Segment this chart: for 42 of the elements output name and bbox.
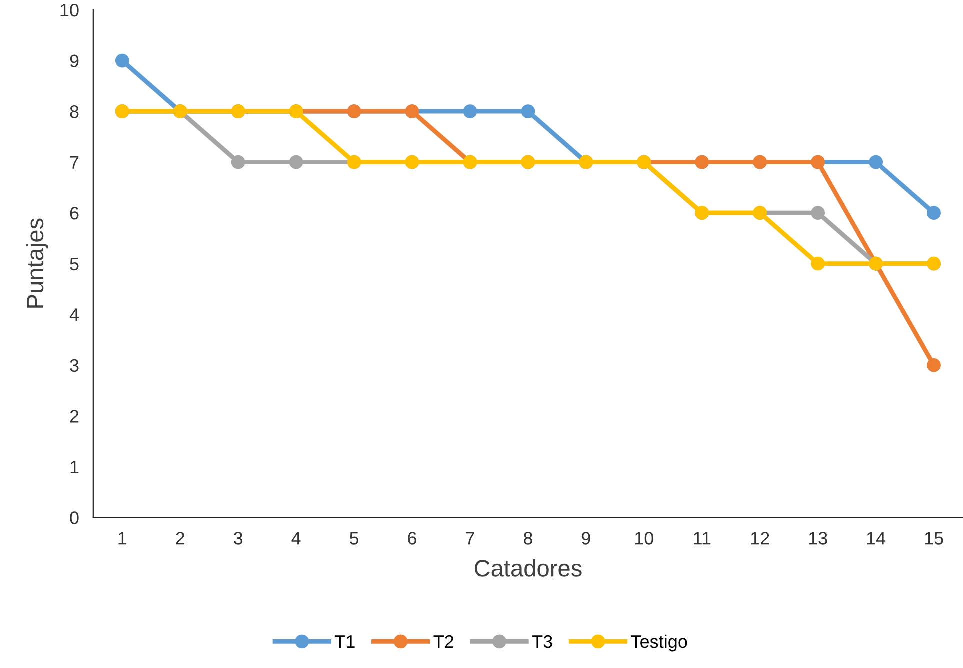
y-tick-label: 9 — [70, 54, 79, 68]
x-tick-label: 5 — [350, 532, 359, 545]
x-tick-label: 11 — [694, 532, 711, 545]
x-tick-label: 1 — [118, 532, 127, 545]
x-tick-label: 15 — [925, 532, 944, 545]
point — [115, 54, 130, 68]
x-tick-label: 2 — [176, 532, 184, 545]
point — [927, 358, 941, 372]
legend-label: T2 — [434, 635, 454, 648]
point — [521, 104, 536, 118]
y-tick-label: 6 — [70, 207, 79, 220]
y-tick-label: 4 — [70, 308, 79, 322]
x-tick-label: 8 — [524, 532, 532, 545]
x-tick-label: 13 — [809, 532, 828, 545]
point — [927, 206, 941, 220]
y-axis-title: Puntajes — [26, 218, 48, 308]
y-tick-label: 8 — [70, 105, 79, 118]
x-tick-label: 4 — [292, 532, 301, 545]
y-tick-label: 5 — [70, 258, 79, 271]
x-tick-label: 10 — [635, 532, 654, 545]
point — [811, 206, 826, 220]
y-tick-label: 10 — [60, 4, 79, 17]
x-tick-label: 3 — [234, 532, 243, 545]
point — [289, 155, 304, 170]
x-tick-label: 7 — [466, 532, 474, 545]
y-tick-label: 3 — [70, 359, 79, 372]
point — [811, 256, 826, 271]
point — [231, 155, 246, 170]
x-tick-label: 6 — [408, 532, 416, 545]
x-axis-title: Catadores — [474, 560, 582, 577]
point — [869, 155, 883, 170]
y-tick-label: 0 — [70, 512, 79, 524]
x-tick-label: 14 — [867, 532, 886, 545]
y-tick-label: 7 — [70, 156, 79, 169]
legend-label: Testigo — [631, 634, 688, 652]
y-tick-label: 2 — [70, 410, 79, 423]
legend-label: T1 — [335, 636, 355, 648]
x-tick-label: 12 — [751, 532, 770, 545]
y-tick-label: 1 — [70, 461, 79, 474]
x-tick-label: 9 — [582, 532, 590, 545]
legend-label: T3 — [532, 635, 552, 648]
point — [463, 104, 478, 118]
